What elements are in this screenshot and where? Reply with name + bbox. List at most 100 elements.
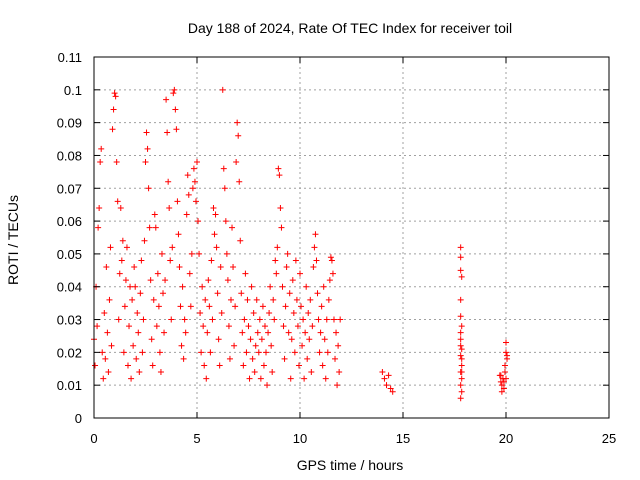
data-point [148,336,155,343]
data-point [239,329,246,336]
data-point [458,346,465,353]
data-point [330,316,337,323]
data-point [215,336,222,343]
data-point [97,159,104,166]
data-point [107,244,114,251]
data-point [314,290,321,297]
data-point [92,362,99,369]
data-point [202,296,209,303]
data-point [281,355,288,362]
y-tick-label: 0.07 [57,181,82,196]
x-tick-label: 0 [90,431,97,446]
data-point [276,172,283,179]
data-point [458,323,465,330]
data-point [227,296,234,303]
data-point [245,323,252,330]
data-point [458,375,465,382]
data-point [119,237,126,244]
data-point [315,316,322,323]
data-point [94,323,101,330]
data-point [457,313,464,320]
data-point [329,270,336,277]
data-point [143,129,150,136]
data-point [136,369,143,376]
data-point [233,159,240,166]
x-tick-label: 20 [499,431,513,446]
data-point [201,362,208,369]
data-point [241,316,248,323]
data-point [335,342,342,349]
data-point [196,250,203,257]
data-point [222,218,229,225]
data-point [164,129,171,136]
data-point [457,254,464,261]
data-point [457,244,464,251]
data-point [179,283,186,290]
data-point [290,309,297,316]
data-point [127,283,134,290]
data-point [457,342,464,349]
data-point [181,316,188,323]
data-point [381,375,388,382]
data-point [246,375,253,382]
data-point [191,178,198,185]
data-point [289,277,296,284]
data-point [457,296,464,303]
data-point [178,342,185,349]
data-point [250,309,257,316]
y-tick-label: 0.09 [57,116,82,131]
data-point [190,165,197,172]
data-point [203,375,210,382]
data-point [240,362,247,369]
data-point [336,369,343,376]
data-point [211,231,218,238]
data-point [194,159,200,166]
data-point [220,165,227,172]
data-point [131,264,138,271]
y-tick-label: 0.02 [57,345,82,360]
data-point [95,224,102,231]
data-point [327,254,334,261]
y-tick-label: 0.01 [57,378,82,393]
data-point [234,119,241,126]
data-point [264,382,271,389]
data-point [144,145,151,152]
data-point [121,303,128,310]
data-point [324,349,331,356]
y-tick-label: 0.03 [57,313,82,328]
data-point [269,369,276,376]
data-point [242,270,249,277]
data-point [320,283,327,290]
data-point [237,237,244,244]
data-point [278,224,285,231]
y-tick-label: 0.08 [57,148,82,163]
data-point [298,303,305,310]
data-point [254,329,261,336]
data-point [308,369,315,376]
data-point [323,316,330,323]
data-point [221,185,228,192]
data-point [244,296,251,303]
data-point [166,204,173,211]
data-point [161,329,168,336]
data-point [337,316,344,323]
data-point [503,375,509,382]
data-point [206,303,213,310]
data-point [457,395,464,402]
plot-frame [93,56,610,419]
data-point [501,362,508,369]
data-point [265,329,272,336]
data-point [115,316,122,323]
data-point [175,231,182,238]
data-point [271,316,278,323]
data-point [500,385,507,392]
data-point [274,244,281,251]
data-point [498,388,505,395]
data-point [332,355,339,362]
data-points [91,86,511,402]
x-tick-label: 5 [193,431,200,446]
data-point [256,316,263,323]
data-point [113,159,120,166]
data-point [325,296,332,303]
